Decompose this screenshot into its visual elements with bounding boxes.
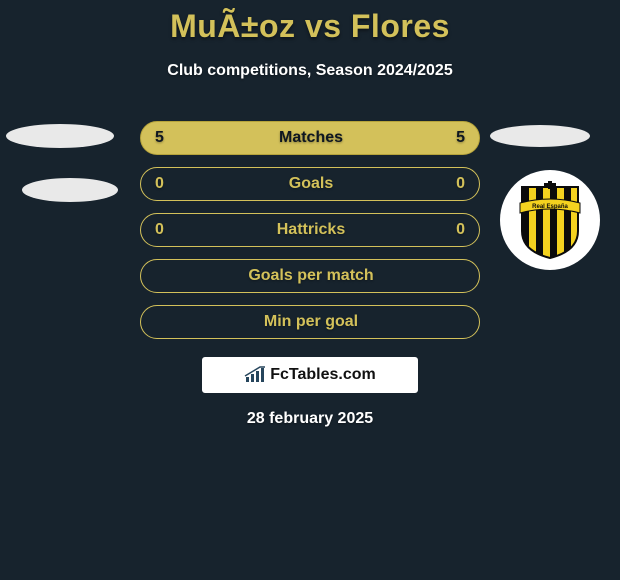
stat-label: Goals per match xyxy=(141,267,481,285)
stat-left-value: 5 xyxy=(155,129,164,147)
stat-right-value: 5 xyxy=(456,129,465,147)
attribution-text: FcTables.com xyxy=(270,366,376,384)
stat-left-value: 0 xyxy=(155,221,164,239)
page-title: MuÃ±oz vs Flores xyxy=(0,8,620,45)
stat-row-matches: 5Matches5 xyxy=(140,121,480,155)
stat-right-value: 0 xyxy=(456,221,465,239)
attribution-badge: FcTables.com xyxy=(202,357,418,393)
snapshot-date: 28 february 2025 xyxy=(0,410,620,428)
stat-right-value: 0 xyxy=(456,175,465,193)
stat-label: Goals xyxy=(141,175,481,193)
right-club-crest: Real España xyxy=(500,170,600,270)
stat-row-goals-per-match: Goals per match xyxy=(140,259,480,293)
stat-left-value: 0 xyxy=(155,175,164,193)
left-player-ellipse-2 xyxy=(22,178,118,202)
bar-chart-icon xyxy=(244,366,266,384)
comparison-infographic: MuÃ±oz vs Flores Club competitions, Seas… xyxy=(0,0,620,580)
svg-text:Real España: Real España xyxy=(532,204,568,210)
stat-row-min-per-goal: Min per goal xyxy=(140,305,480,339)
club-shield-icon: Real España xyxy=(518,181,582,259)
right-player-ellipse xyxy=(490,125,590,147)
left-player-ellipse-1 xyxy=(6,124,114,148)
stat-label: Hattricks xyxy=(141,221,481,239)
stat-row-goals: 0Goals0 xyxy=(140,167,480,201)
stat-row-hattricks: 0Hattricks0 xyxy=(140,213,480,247)
season-subtitle: Club competitions, Season 2024/2025 xyxy=(0,62,620,80)
stat-label: Matches xyxy=(141,129,481,147)
stat-label: Min per goal xyxy=(141,313,481,331)
